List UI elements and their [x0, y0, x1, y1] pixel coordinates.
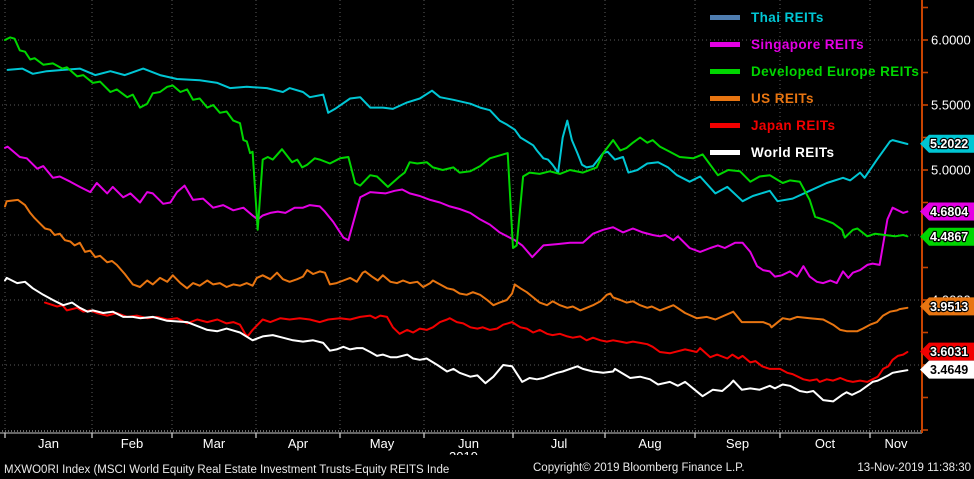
- last-price-label: 3.9513: [930, 300, 968, 314]
- legend-label: World REITs: [751, 145, 835, 160]
- x-axis-year-label: 2019: [449, 449, 478, 455]
- legend-label: Singapore REITs: [751, 37, 865, 52]
- legend-item-us-reits[interactable]: US REITs: [710, 85, 919, 112]
- series-line-developed-europe-reits: [4, 36, 909, 249]
- x-tick-label-jan: Jan: [38, 436, 59, 451]
- last-price-badge-japan-reits: [920, 342, 974, 361]
- last-price-label: 5.2022: [930, 137, 968, 151]
- legend-swatch-us: [710, 96, 740, 101]
- footer-copyright: Copyright© 2019 Bloomberg Finance L.P.: [533, 462, 745, 474]
- x-tick-label-oct: Oct: [815, 436, 836, 451]
- series-line-world-reits: [4, 276, 909, 403]
- legend-label: Developed Europe REITs: [751, 64, 920, 79]
- series-line-us-reits: [4, 198, 909, 333]
- last-price-badge-singapore-reits: [920, 202, 974, 221]
- legend-swatch-developed-europe: [710, 69, 740, 74]
- legend-item-singapore-reits[interactable]: Singapore REITs: [710, 31, 919, 58]
- last-price-label: 4.4867: [930, 230, 968, 244]
- legend-swatch-japan: [710, 123, 740, 128]
- last-price-label: 4.6804: [930, 205, 968, 219]
- series-line-thai-reits: [6, 67, 909, 203]
- x-tick-label-may: May: [370, 436, 395, 451]
- last-price-label: 3.6031: [930, 345, 968, 359]
- x-tick-label-mar: Mar: [203, 436, 226, 451]
- footer-timestamp: 13-Nov-2019 11:38:30: [857, 462, 971, 474]
- legend-item-japan-reits[interactable]: Japan REITs: [710, 112, 919, 139]
- legend-label: Thai REITs: [751, 10, 824, 25]
- x-tick-label-feb: Feb: [121, 436, 143, 451]
- last-price-badge-thai-reits: [920, 134, 974, 153]
- x-tick-label-jun: Jun: [458, 436, 479, 451]
- last-price-badge-world-reits: [920, 360, 974, 379]
- legend-item-thai-reits[interactable]: Thai REITs: [710, 4, 919, 31]
- footer-ticker-description: MXWO0RI Index (MSCI World Equity Real Es…: [4, 464, 450, 476]
- y-tick-label-5.0000: 5.0000: [931, 163, 971, 178]
- chart-legend: Thai REITs Singapore REITs Developed Eur…: [710, 4, 919, 166]
- last-price-badge-developed-europe-reits: [920, 227, 974, 246]
- legend-label: US REITs: [751, 91, 814, 106]
- legend-swatch-singapore: [710, 42, 740, 47]
- x-tick-label-apr: Apr: [288, 436, 309, 451]
- legend-item-world-reits[interactable]: World REITs: [710, 139, 919, 166]
- y-tick-label-5.5000: 5.5000: [931, 98, 971, 113]
- last-price-label: 3.4649: [930, 363, 968, 377]
- legend-swatch-world: [710, 150, 740, 155]
- x-tick-label-nov: Nov: [884, 436, 908, 451]
- chart-plot[interactable]: Jan Feb Mar Apr May Jun Jul Aug Sep Oct Nov 2019 6.0…: [0, 0, 974, 455]
- x-tick-label-jul: Jul: [551, 436, 568, 451]
- last-price-badge-us-reits: [920, 297, 974, 316]
- chart-area: Jan Feb Mar Apr May Jun Jul Aug Sep Oct Nov 2019 6.0…: [0, 0, 974, 455]
- legend-swatch-thai: [710, 15, 740, 20]
- series-line-singapore-reits: [4, 145, 909, 285]
- x-tick-label-aug: Aug: [638, 436, 661, 451]
- y-tick-label-6.0000: 6.0000: [931, 33, 971, 48]
- series-line-japan-reits: [44, 301, 909, 383]
- legend-label: Japan REITs: [751, 118, 836, 133]
- x-tick-label-sep: Sep: [726, 436, 749, 451]
- legend-item-developed-europe-reits[interactable]: Developed Europe REITs: [710, 58, 919, 85]
- footer-bar: MXWO0RI Index (MSCI World Equity Real Es…: [0, 458, 974, 479]
